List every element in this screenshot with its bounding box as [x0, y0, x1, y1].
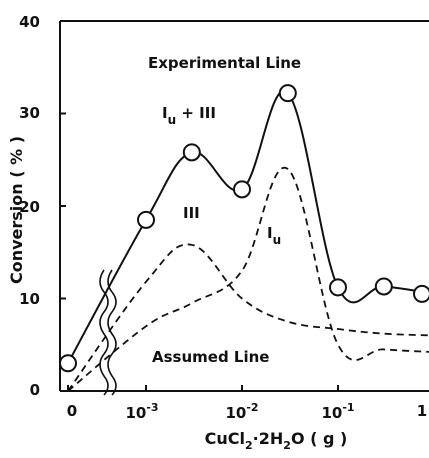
ticks-layer	[60, 20, 339, 392]
x-tick-label-1e-1: 10-1	[321, 401, 354, 422]
data-point-marker	[182, 143, 201, 162]
series-line-iii	[67, 243, 429, 392]
iii-label: III	[183, 204, 200, 222]
x-tick-label-one: 1	[417, 402, 427, 420]
axis-break-mark-2	[107, 269, 117, 396]
data-point-marker	[137, 210, 155, 229]
y-tick-label: 10	[19, 290, 40, 308]
x-axis-title: CuCl2·2H2O ( g )	[205, 429, 348, 452]
data-point-marker	[233, 180, 251, 199]
series-line-iu	[67, 166, 429, 392]
assumed-line-label: Assumed Line	[152, 348, 269, 366]
y-axis-title: Conversion ( % )	[7, 136, 26, 284]
y-tick-label: 0	[30, 381, 40, 399]
data-point-marker	[413, 284, 429, 303]
iu-label: Iu	[267, 224, 281, 247]
experimental-line-label: Experimental Line	[148, 54, 301, 72]
series-line-experimental-line	[67, 90, 429, 364]
x-tick-label-zero: 0	[67, 402, 77, 420]
data-point-marker	[59, 354, 77, 373]
y-tick-label: 40	[19, 13, 40, 31]
series-layer	[59, 84, 429, 392]
data-point-marker	[374, 277, 393, 296]
data-point-marker	[278, 84, 297, 103]
y-tick-label: 20	[19, 198, 40, 216]
axis-break-mark-1	[99, 269, 109, 396]
x-tick-label-1e-2: 10-2	[225, 401, 258, 422]
x-tick-label-1e-3: 10-3	[125, 401, 158, 422]
y-tick-label: 30	[19, 104, 40, 122]
data-point-marker	[329, 278, 347, 297]
sum-label: Iu + III	[162, 104, 216, 127]
